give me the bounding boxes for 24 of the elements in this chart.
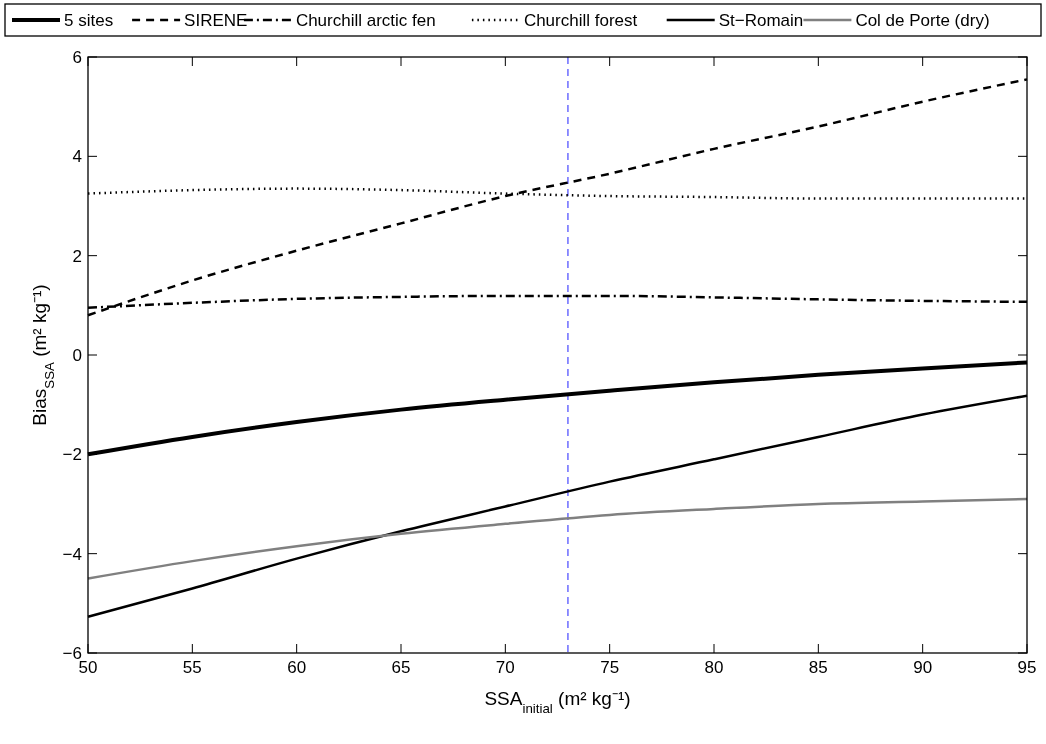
legend-label: Churchill arctic fen (295, 11, 436, 30)
x-tick-label: 70 (495, 658, 515, 677)
y-tick-label: 0 (72, 346, 82, 365)
y-tick-label: −2 (62, 445, 82, 465)
x-tick-label: 85 (808, 658, 828, 677)
x-tick-label: 90 (913, 658, 933, 677)
x-tick-label: 95 (1017, 658, 1037, 677)
x-tick-label: 50 (78, 658, 98, 677)
legend-label: 5 sites (64, 11, 114, 30)
x-tick-label: 55 (182, 658, 202, 677)
x-axis-title: SSA$_{initial}$ (m² kg⁻¹) (484, 688, 631, 716)
x-tick-label: 80 (704, 658, 724, 677)
legend-label: Churchill forest (523, 11, 638, 30)
legend-label: Col de Porte (dry) (855, 11, 990, 30)
y-tick-label: −4 (62, 544, 82, 564)
x-tick-label: 60 (287, 658, 307, 677)
y-tick-label: 6 (72, 48, 82, 67)
x-tick-label: 75 (600, 658, 620, 677)
line-series (86, 497, 1029, 580)
legend-label: SIRENE (184, 11, 248, 30)
y-tick-label: 2 (72, 246, 82, 266)
x-tick-label: 65 (391, 658, 411, 677)
y-tick-label: 4 (72, 147, 82, 167)
legend-label: St−Romain (718, 11, 804, 30)
